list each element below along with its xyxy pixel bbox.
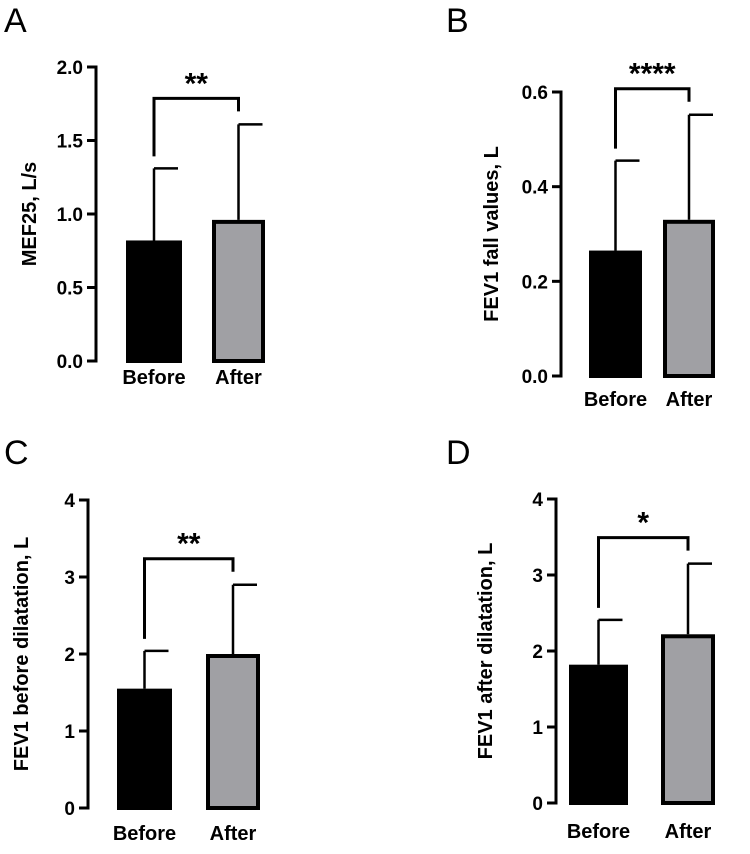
panel-c-significance-bracket: [143, 557, 235, 639]
panel-c-ytick-label: 4: [64, 491, 75, 512]
panel-d-ytick-label: 2: [532, 642, 543, 663]
panel-d: D 0 1 2 3 4 FEV1 after dilatation, L Before Afte…: [446, 434, 715, 843]
panel-c-category-after: After: [210, 823, 257, 845]
panel-b: B 0.0 0.2 0.4 0.6 FEV1 fall values, L Before Af…: [446, 2, 715, 411]
panel-b-significance-label: ****: [629, 58, 676, 91]
panel-c: C 0 1 2 3 4 FEV1 before dilatation, L Before Aft…: [4, 434, 260, 845]
panel-d-category-before: Before: [567, 821, 630, 843]
panel-b-ytick-label: 0.0: [522, 367, 548, 388]
panel-d-ytick-label: 4: [532, 490, 543, 511]
panel-b-bar-before: [589, 250, 642, 378]
panel-d-ytick-label: 3: [532, 566, 543, 587]
panel-c-bar-before: [117, 688, 172, 811]
panel-c-ytick-label: 0: [64, 799, 75, 820]
panel-a-ytick-label: 2.0: [57, 58, 83, 79]
panel-c-ylabel: FEV1 before dilatation, L: [11, 537, 33, 771]
panel-b-ylabel: FEV1 fall values, L: [481, 146, 503, 322]
panel-d-ytick-label: 1: [532, 718, 543, 739]
panel-a-ytick-label: 1.0: [57, 205, 83, 226]
panel-a-ytick-label: 0.5: [57, 279, 84, 300]
panel-b-ytick-label: 0.6: [522, 83, 548, 104]
panel-d-ylabel: FEV1 after dilatation, L: [475, 543, 497, 760]
panel-a-significance-label: **: [185, 67, 209, 100]
panel-d-bar-after: [661, 634, 715, 806]
panel-c-bar-after: [206, 654, 260, 810]
panel-c-significance-label: **: [177, 528, 201, 561]
panel-d-significance-bracket: [597, 536, 690, 608]
panel-b-bar-after: [663, 219, 715, 378]
panel-a-significance-bracket: [152, 96, 240, 157]
panel-d-category-after: After: [665, 821, 712, 843]
panel-b-ytick-label: 0.4: [522, 178, 549, 199]
panel-a-ylabel: MEF25, L/s: [19, 162, 41, 266]
panel-c-ytick-label: 3: [64, 568, 75, 589]
panel-b-category-after: After: [666, 389, 713, 411]
panel-c-letter: C: [4, 434, 29, 472]
panel-c-category-before: Before: [113, 823, 176, 845]
panel-a-bar-before: [126, 240, 182, 364]
panel-d-significance-label: *: [637, 507, 649, 540]
panel-a-category-after: After: [215, 367, 262, 389]
panel-a-ytick-label: 1.5: [57, 132, 84, 153]
panel-d-letter: D: [446, 434, 471, 472]
panel-d-bar-before: [569, 664, 628, 805]
panel-b-ytick-label: 0.2: [522, 272, 548, 293]
panel-c-ytick-label: 2: [64, 645, 75, 666]
panel-a-category-before: Before: [122, 367, 185, 389]
panel-b-letter: B: [446, 2, 469, 40]
panel-a: A 0.0 0.5 1.0 1.5 2.0 MEF25, L/s Before After **: [4, 2, 265, 389]
panel-a-ytick-label: 0.0: [57, 352, 83, 373]
panel-a-bar-after: [212, 219, 265, 363]
panel-b-significance-bracket: [614, 87, 691, 149]
panel-b-category-before: Before: [584, 389, 647, 411]
panel-c-ytick-label: 1: [64, 722, 75, 743]
panel-d-ytick-label: 0: [532, 794, 543, 815]
panel-a-letter: A: [4, 2, 27, 40]
